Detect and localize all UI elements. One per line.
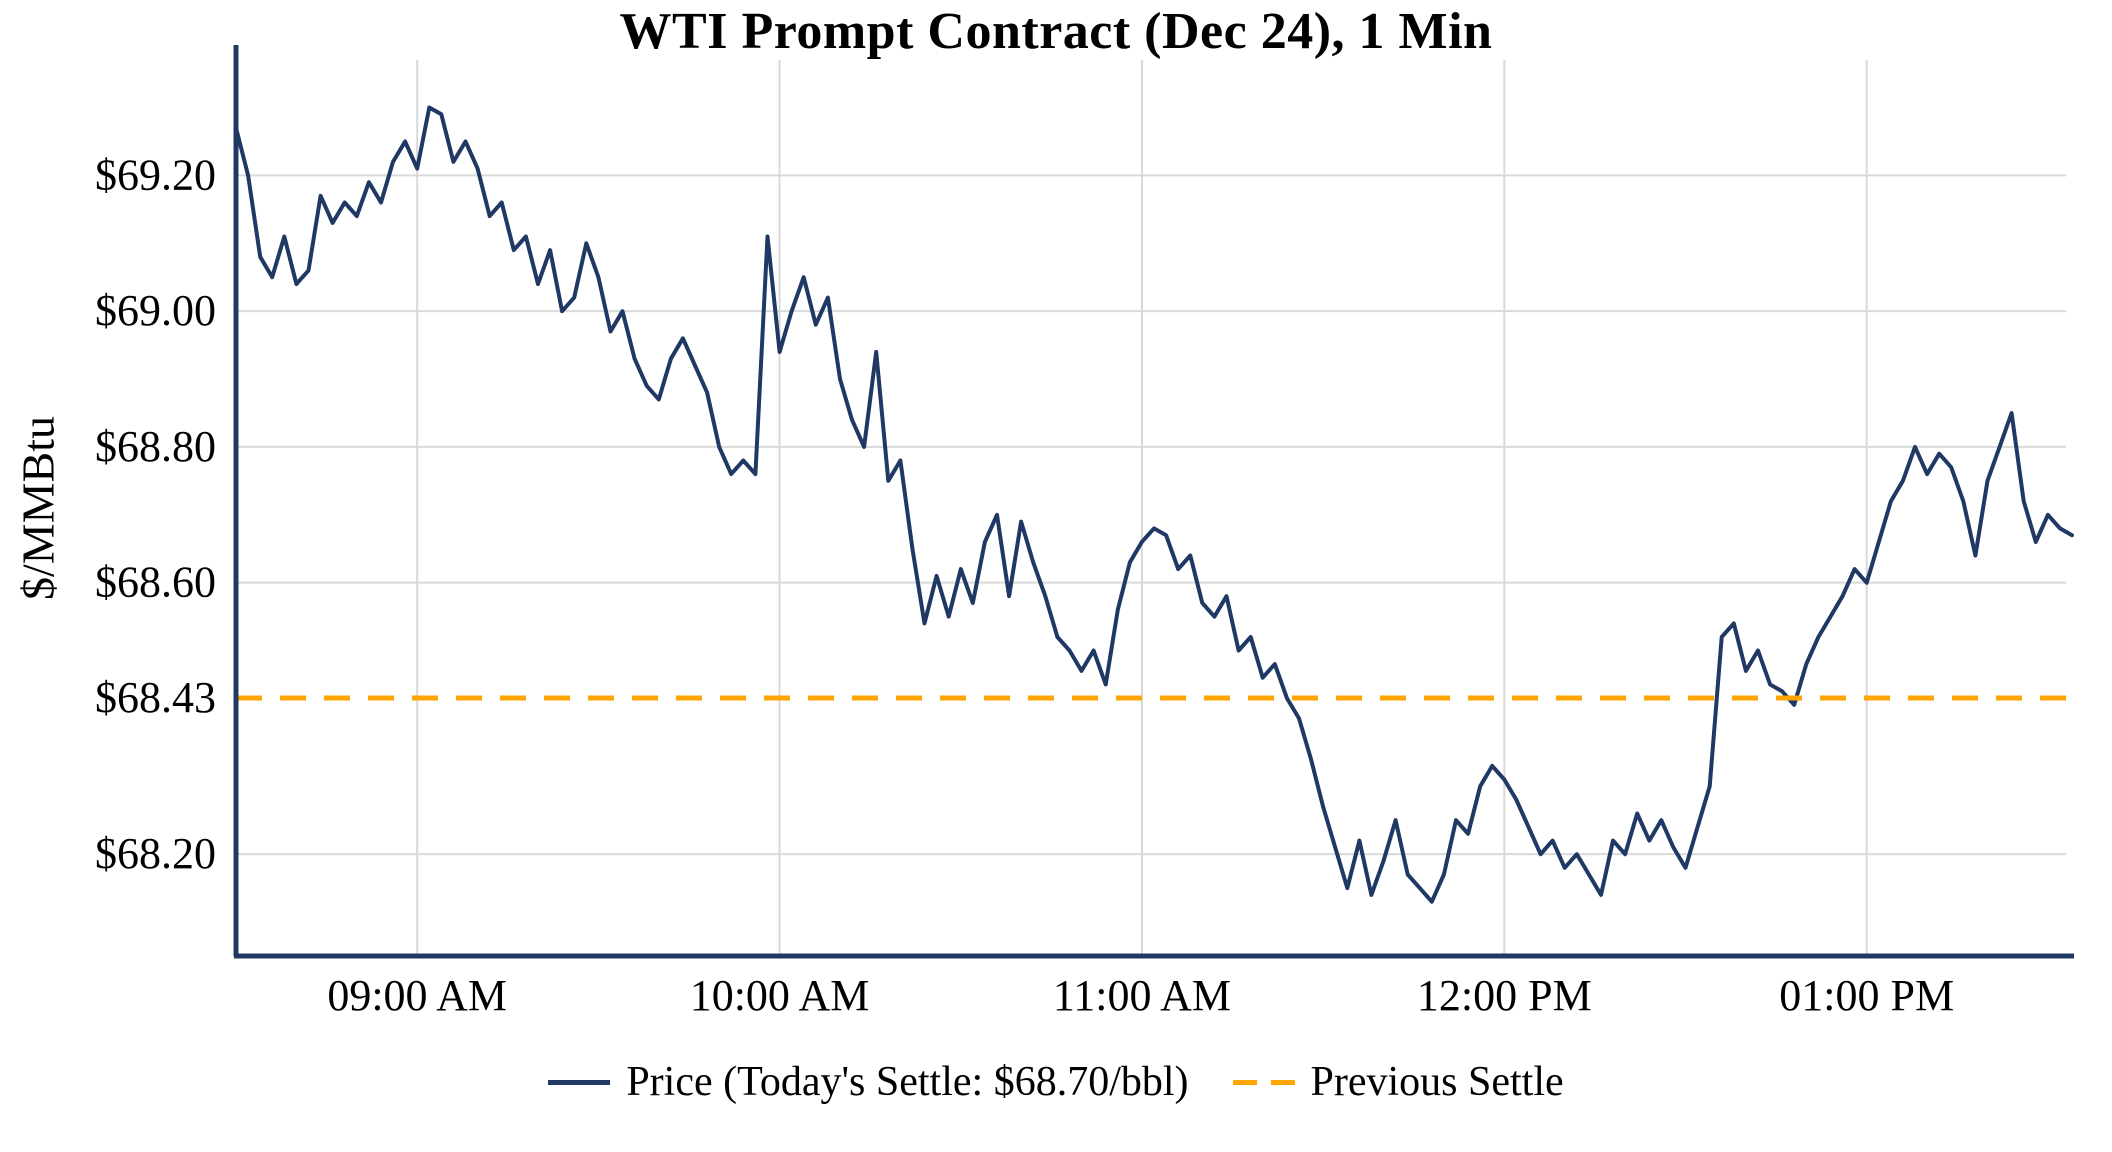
legend-price-swatch — [548, 1079, 611, 1085]
x-tick-label: 09:00 AM — [327, 971, 507, 1020]
x-tick-label: 11:00 AM — [1053, 971, 1231, 1020]
legend-previous-settle-swatch — [1232, 1079, 1295, 1085]
price-line — [234, 105, 2074, 904]
y-tick-label: $68.80 — [95, 422, 216, 471]
legend-price-label: Price (Today's Settle: $68.70/bbl) — [626, 1059, 1189, 1105]
y-tick-label: $69.00 — [95, 286, 216, 335]
legend-previous-settle-label: Previous Settle — [1310, 1059, 1564, 1105]
y-tick-label: $68.20 — [95, 829, 216, 878]
x-tick-label: 01:00 PM — [1779, 971, 1954, 1020]
chart-title: WTI Prompt Contract (Dec 24), 1 Min — [619, 3, 1493, 60]
y-tick-label: $68.43 — [95, 673, 216, 722]
legend: Price (Today's Settle: $68.70/bbl) Previ… — [0, 1058, 2112, 1106]
x-tick-label: 12:00 PM — [1417, 971, 1592, 1020]
y-tick-label: $68.60 — [95, 558, 216, 607]
y-tick-label: $69.20 — [95, 150, 216, 199]
x-tick-label: 10:00 AM — [690, 971, 870, 1020]
